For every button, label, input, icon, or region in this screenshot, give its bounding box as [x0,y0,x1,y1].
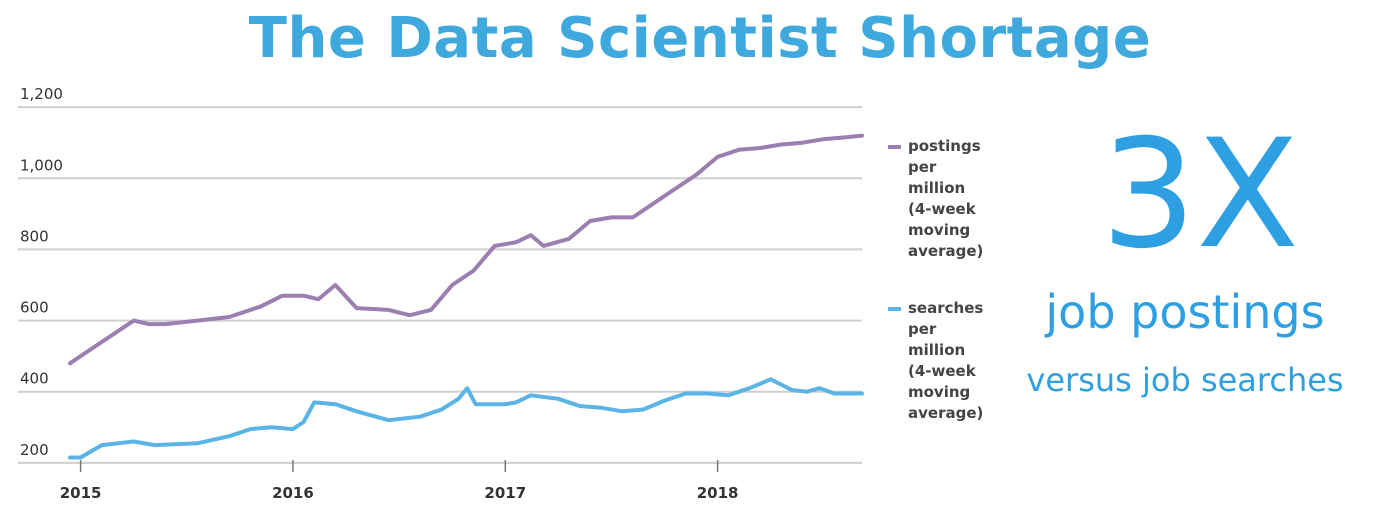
legend-line: average) [908,242,984,260]
x-tick-label: 2015 [60,484,102,502]
legend-line: million [908,179,966,197]
x-axis: 2015 2016 2017 2018 [60,460,739,502]
grid-lines [18,106,862,464]
legend-swatch-searches [888,307,901,311]
y-tick-label: 800 [20,227,49,245]
legend-line: per [908,158,937,176]
x-tick-label: 2017 [484,484,526,502]
legend-line: postings [908,137,981,155]
legend-line: moving [908,383,971,401]
callout-line1: job postings [1045,285,1325,339]
callout-multiplier: 3X [1100,108,1300,282]
series-layer [68,133,864,460]
legend-line: searches [908,299,984,317]
legend-searches: searches per million (4-week moving aver… [888,298,1018,424]
x-tick-label: 2018 [697,484,739,502]
legend-line: million [908,341,966,359]
legend-postings: postings per million (4-week moving aver… [888,136,1018,262]
legend-swatch-postings [888,145,901,149]
legend-line: per [908,320,937,338]
series-line-searches [68,377,864,460]
page-title: The Data Scientist Shortage [248,6,1152,71]
y-tick-label: 1,000 [20,156,63,174]
legend-line: moving [908,221,971,239]
y-tick-label: 1,200 [20,85,63,103]
x-tick-label: 2016 [272,484,314,502]
legend-line: average) [908,404,984,422]
y-tick-label: 600 [20,299,49,317]
y-axis: 200 400 600 800 1,000 1,200 [20,85,63,459]
legend-line: (4-week [908,362,976,380]
legend-line: (4-week [908,200,976,218]
callout-line2: versus job searches [1026,361,1344,399]
y-tick-label: 400 [20,370,49,388]
series-line-postings [68,133,864,366]
y-tick-label: 200 [20,441,49,459]
